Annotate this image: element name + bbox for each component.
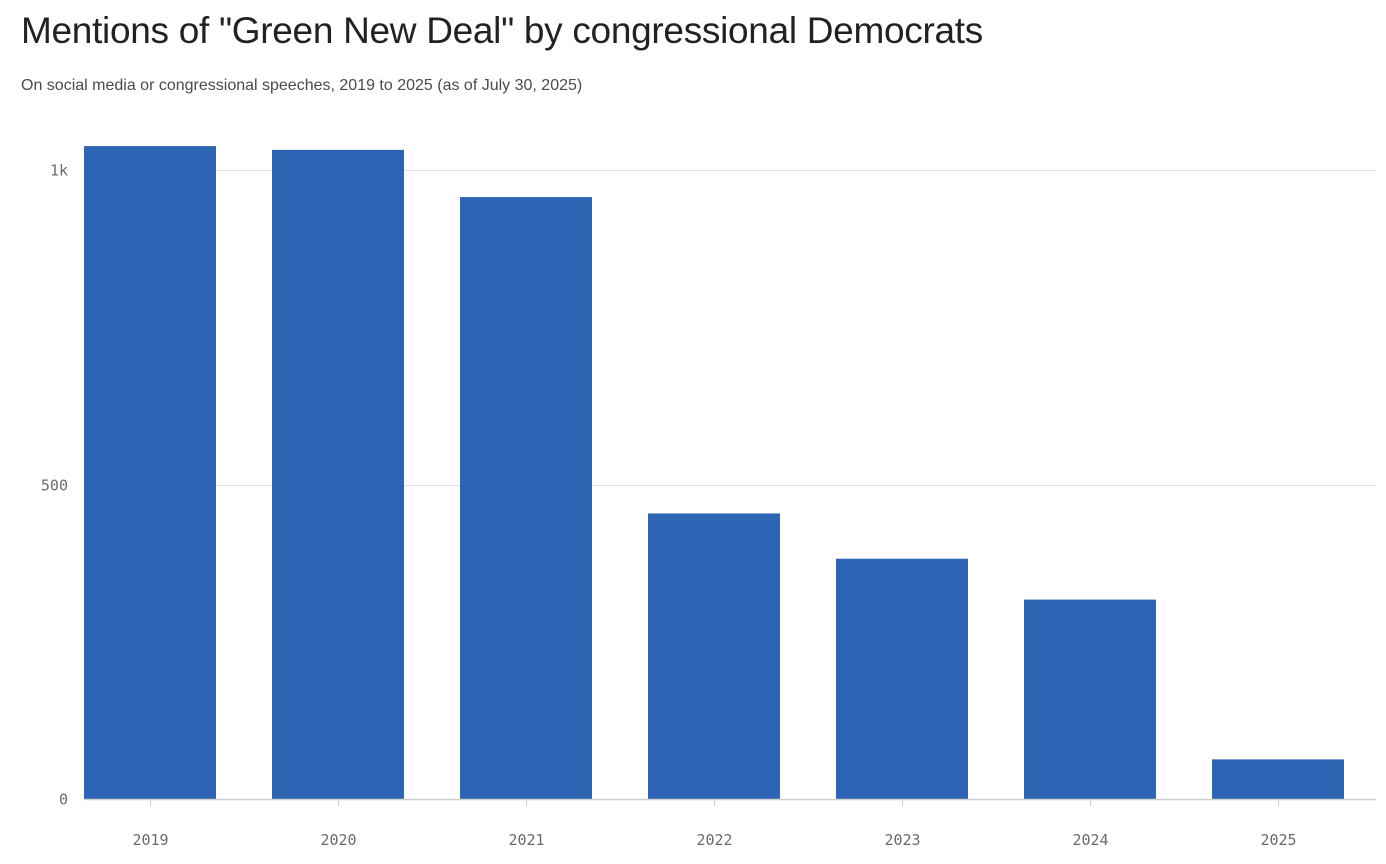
bar-2023 xyxy=(836,558,968,799)
x-tick-label: 2023 xyxy=(884,831,920,849)
x-tick-labels: 2019 2020 2021 2022 2023 2024 2025 xyxy=(132,831,1296,849)
x-tick-label: 2020 xyxy=(320,831,356,849)
x-tick-label: 2021 xyxy=(508,831,544,849)
y-tick-labels: 0 500 1k xyxy=(41,162,68,809)
x-axis xyxy=(84,798,1376,806)
bar-2021 xyxy=(460,197,592,799)
x-tick-label: 2019 xyxy=(132,831,168,849)
x-tick-label: 2022 xyxy=(696,831,732,849)
chart-title: Mentions of "Green New Deal" by congress… xyxy=(21,10,983,51)
bar-2019 xyxy=(84,146,216,799)
y-tick-label: 500 xyxy=(41,477,68,495)
bar-2025 xyxy=(1212,759,1344,799)
y-tick-label: 1k xyxy=(50,162,68,180)
x-tick-label: 2024 xyxy=(1072,831,1108,849)
bar-2022 xyxy=(648,513,780,799)
bar-2024 xyxy=(1024,599,1156,799)
x-tick-label: 2025 xyxy=(1260,831,1296,849)
y-tick-label: 0 xyxy=(59,791,68,809)
bar-2020 xyxy=(272,149,404,799)
chart-subtitle: On social media or congressional speeche… xyxy=(21,77,583,94)
bars xyxy=(84,146,1344,799)
